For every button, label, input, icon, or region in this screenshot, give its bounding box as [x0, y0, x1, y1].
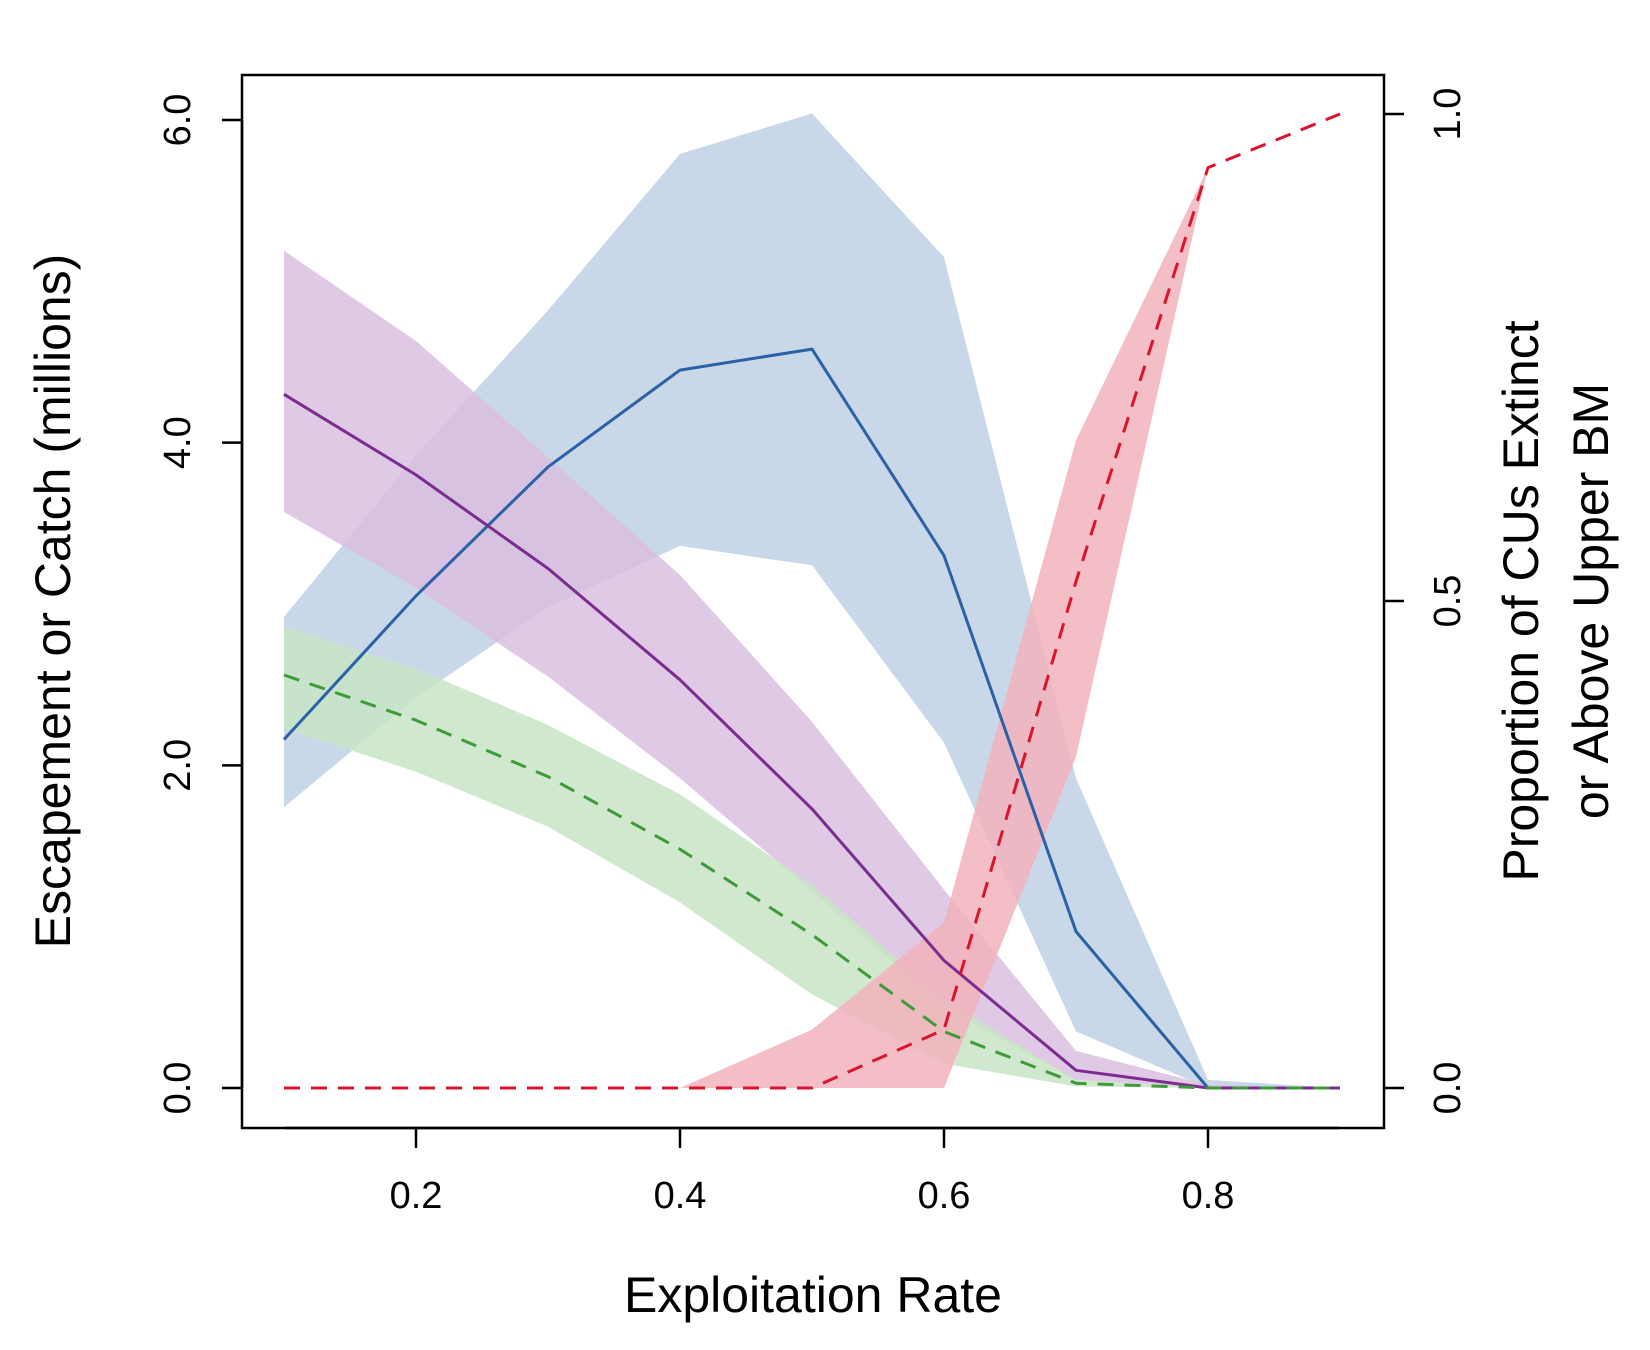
- x-tick-label: 0.4: [654, 1175, 707, 1217]
- y-axis-left: 0.0 2.0 4.0 6.0: [157, 94, 244, 1115]
- y-tick-label: 2.0: [157, 739, 199, 792]
- y2-tick-label: 0.5: [1427, 575, 1469, 628]
- x-axis: 0.2 0.4 0.6 0.8: [284, 1126, 1340, 1217]
- x-axis-title: Exploitation Rate: [624, 1267, 1002, 1323]
- y-axis-right-title-line-2: or Above Upper BM: [1563, 383, 1619, 819]
- y-tick-label: 6.0: [157, 94, 199, 147]
- series-1-band: [284, 113, 1340, 1088]
- y-axis-right-title-line-1: Proportion of CUs Extinct: [1493, 320, 1549, 881]
- confidence-bands: [284, 113, 1340, 1088]
- series-3-line: [283, 673, 1340, 1090]
- series-1-line: [282, 347, 1340, 1090]
- series-2-line: [283, 393, 1340, 1090]
- series-2-band: [284, 250, 1340, 1088]
- x-tick-label: 0.6: [918, 1175, 971, 1217]
- y2-tick-label: 0.0: [1427, 1062, 1469, 1115]
- x-tick-label: 0.8: [1182, 1175, 1235, 1217]
- y-axis-left-title: Escapement or Catch (millions): [25, 254, 81, 949]
- x-tick-label: 0.2: [390, 1175, 443, 1217]
- y-axis-right: 0.0 0.5 1.0: [1384, 88, 1469, 1115]
- series-lines: [282, 112, 1341, 1090]
- y2-tick-label: 1.0: [1427, 88, 1469, 141]
- y-tick-label: 4.0: [157, 416, 199, 469]
- series-4-line: [284, 112, 1341, 1090]
- series-3-band: [284, 626, 1340, 1088]
- y-tick-label: 0.0: [157, 1062, 199, 1115]
